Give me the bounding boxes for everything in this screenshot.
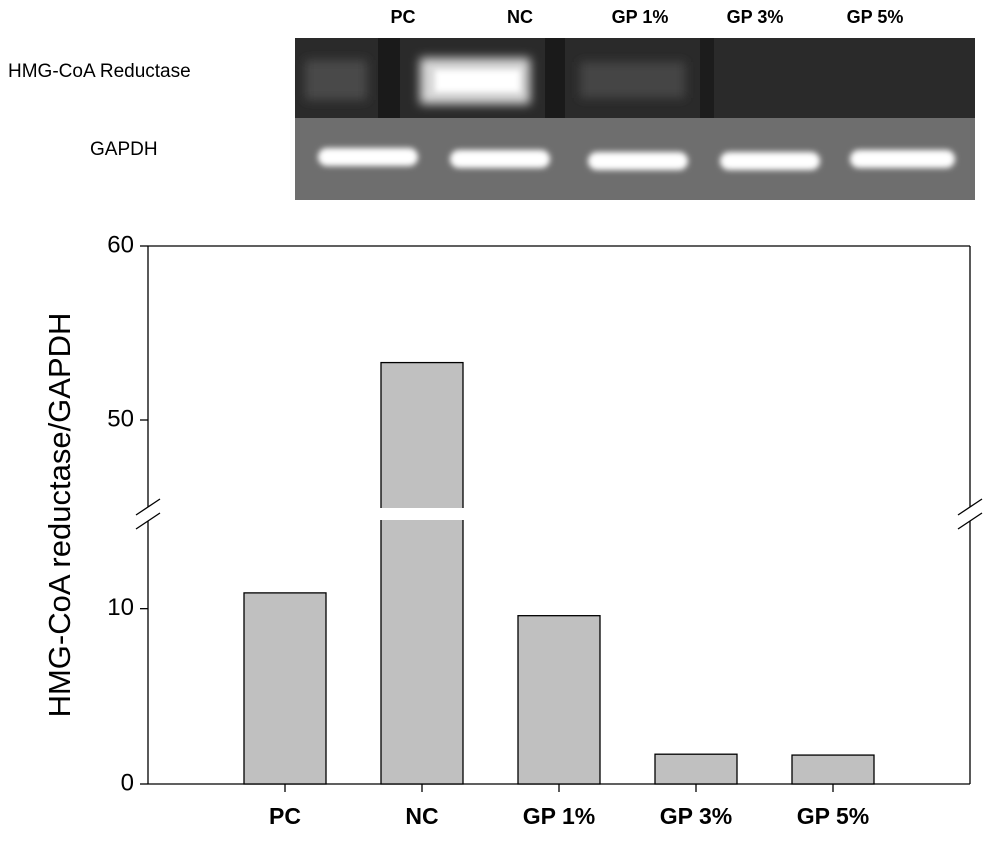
- x-tick-label: GP 5%: [797, 803, 869, 829]
- gel-row-label: HMG-CoA Reductase: [8, 61, 191, 82]
- bar: [655, 754, 737, 784]
- gel-row-label: GAPDH: [90, 139, 158, 160]
- y-tick-label: 0: [121, 769, 134, 796]
- x-tick-label: NC: [405, 803, 438, 829]
- gel-lane-label: GP 1%: [612, 7, 669, 27]
- x-tick-label: GP 1%: [523, 803, 595, 829]
- x-tick-label: PC: [269, 803, 301, 829]
- bar-break-gap: [380, 508, 464, 520]
- gel-lane-label: GP 5%: [847, 7, 904, 27]
- x-tick-label: GP 3%: [660, 803, 732, 829]
- figure: HMG-CoA Reductase GAPDH HMG-CoA reductas…: [0, 0, 983, 842]
- y-tick-label: 10: [107, 594, 134, 621]
- bar: [518, 616, 600, 784]
- bar: [381, 363, 463, 784]
- gel-lane-label: GP 3%: [727, 7, 784, 27]
- chart: HMG-CoA Reductase GAPDH HMG-CoA reductas…: [0, 0, 983, 842]
- gel-image: [295, 38, 975, 200]
- bar: [792, 755, 874, 784]
- gel-lane-label: PC: [390, 7, 415, 27]
- y-tick-label: 60: [107, 231, 134, 258]
- y-tick-label: 50: [107, 405, 134, 432]
- y-axis-label: HMG-CoA reductase/GAPDH: [42, 313, 77, 718]
- bar: [244, 593, 326, 784]
- gel-lane-label: NC: [507, 7, 533, 27]
